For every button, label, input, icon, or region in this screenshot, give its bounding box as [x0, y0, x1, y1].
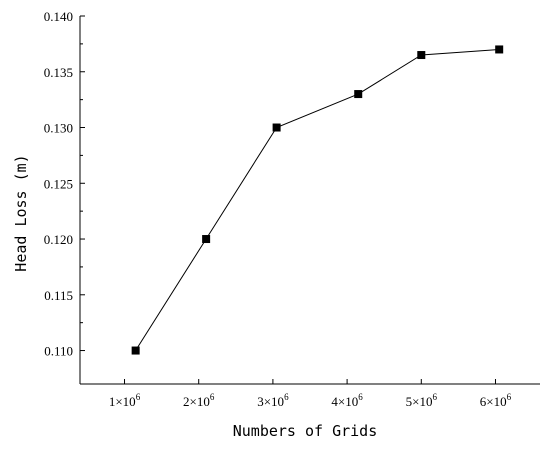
x-tick-exponent: 6 [210, 392, 215, 402]
x-tick-mantissa: 5 [406, 394, 413, 409]
x-tick-label: 1×106 [109, 392, 141, 409]
y-tick-label: 0.115 [44, 288, 73, 303]
x-tick-base: ×10 [412, 394, 432, 409]
x-tick-label: 6×106 [480, 392, 512, 409]
x-tick-exponent: 6 [507, 392, 512, 402]
data-point [202, 235, 211, 244]
x-axis-ticks: 1×106 2×106 3×106 4×106 5×106 6×106 [109, 379, 512, 409]
x-tick-base: ×10 [486, 394, 506, 409]
data-point [495, 45, 504, 54]
x-tick-label: 5×106 [406, 392, 438, 409]
data-point [131, 346, 140, 355]
x-tick-mantissa: 4 [331, 394, 338, 409]
y-tick-label: 0.130 [44, 121, 73, 136]
data-point [354, 90, 363, 99]
y-tick-label: 0.110 [44, 344, 73, 359]
x-tick-mantissa: 1 [109, 394, 116, 409]
series-line [135, 49, 500, 351]
x-tick-exponent: 6 [358, 392, 363, 402]
y-tick-label: 0.120 [44, 232, 73, 247]
x-axis-title: Numbers of Grids [233, 422, 378, 440]
x-tick-label: 4×106 [331, 392, 363, 409]
x-tick-base: ×10 [115, 394, 135, 409]
x-tick-label: 2×106 [183, 392, 215, 409]
x-tick-mantissa: 6 [480, 394, 487, 409]
series-group [131, 45, 504, 355]
data-point [272, 123, 281, 132]
x-tick-exponent: 6 [136, 392, 141, 402]
x-tick-exponent: 6 [432, 392, 437, 402]
y-axis-title: Head Loss (m) [12, 154, 30, 271]
y-tick-label: 0.140 [44, 9, 73, 24]
x-tick-base: ×10 [190, 394, 210, 409]
x-tick-mantissa: 3 [257, 394, 264, 409]
y-tick-label: 0.135 [44, 65, 73, 80]
y-tick-label: 0.125 [44, 176, 73, 191]
x-tick-base: ×10 [264, 394, 284, 409]
x-tick-mantissa: 2 [183, 394, 190, 409]
x-tick-base: ×10 [338, 394, 358, 409]
y-axis-ticks: 0.110 0.115 0.120 0.125 0.130 0.135 0.140 [44, 9, 85, 359]
x-tick-exponent: 6 [284, 392, 289, 402]
x-tick-label: 3×106 [257, 392, 289, 409]
data-point [417, 51, 426, 60]
